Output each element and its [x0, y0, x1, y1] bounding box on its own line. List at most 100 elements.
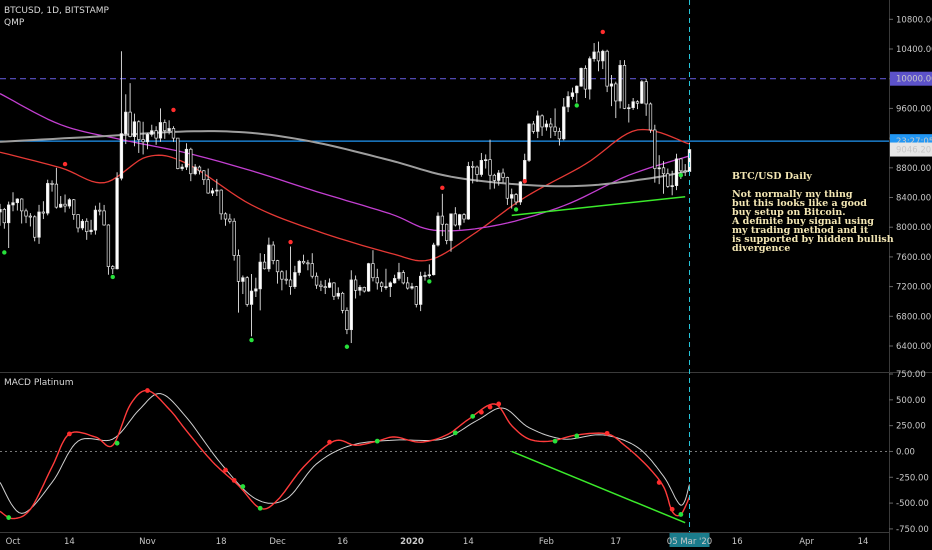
candle-body: [262, 261, 267, 270]
candle-body: [189, 148, 193, 175]
candle-body: [319, 284, 323, 287]
candle-body: [505, 177, 510, 199]
candle-body: [427, 274, 431, 277]
macd-buy-dot: [452, 430, 458, 436]
candle-body: [301, 261, 306, 264]
candle-body: [479, 160, 484, 175]
candle-body: [635, 101, 640, 104]
candle-body: [583, 67, 588, 90]
candle-body: [449, 213, 453, 241]
candle-body: [124, 111, 128, 135]
buy-signal-dot: [2, 250, 7, 255]
time-axis-label: 2020: [400, 537, 424, 547]
candle-body: [80, 220, 85, 229]
candle-body: [206, 179, 210, 194]
candle-body: [46, 183, 50, 214]
candle-body: [575, 85, 579, 94]
candle-body: [180, 166, 184, 169]
candle-body: [432, 244, 436, 276]
price-axis-label: 10800.00: [896, 15, 932, 25]
candle-body: [471, 165, 475, 168]
candle-body: [219, 189, 223, 215]
candle-body: [115, 177, 119, 270]
price-axis-label: 8000.00: [896, 223, 931, 233]
macd-axis-label: 750.00: [896, 370, 926, 380]
candle-body: [666, 173, 670, 187]
macd-buy-dot: [470, 413, 476, 419]
candle-body: [366, 263, 371, 292]
buy-signal-dot: [574, 103, 579, 108]
time-axis-label: 16: [732, 537, 743, 547]
candle-body: [258, 261, 262, 290]
candle-body: [670, 185, 674, 187]
candle-body: [267, 244, 271, 270]
candle-body: [228, 218, 232, 222]
ma-mid-line: [0, 93, 690, 232]
candle-body: [458, 214, 462, 226]
candle-body: [171, 128, 176, 139]
trade-note-line: Not normally my thing: [732, 189, 853, 200]
macd-sell-dot: [669, 506, 675, 512]
sell-signal-dot: [600, 29, 605, 35]
candle-body: [167, 128, 171, 132]
trade-note-line: is supported by hidden bullish: [732, 234, 894, 245]
candle-body: [119, 133, 124, 179]
sell-signal-dot: [288, 239, 293, 245]
candle-body: [345, 310, 349, 331]
macd-axis-label: 500.00: [896, 396, 926, 406]
symbol-title: BTCUSD, 1D, BITSTAMP: [4, 6, 109, 16]
candle-body: [553, 126, 557, 132]
macd-buy-dot: [240, 484, 246, 489]
candle-body: [254, 288, 258, 292]
price-axis-label: 10400.00: [896, 45, 932, 55]
candle-body: [98, 209, 102, 212]
sell-signal-dot: [440, 185, 445, 191]
candle-body: [605, 50, 609, 87]
trade-note-line: divergence: [732, 243, 791, 254]
candle-body: [661, 167, 666, 175]
macd-panel-label: MACD Platinum: [4, 378, 74, 388]
candle-body: [462, 214, 466, 220]
candle-body: [648, 103, 653, 131]
candle-body: [2, 209, 6, 224]
candle-body: [332, 282, 336, 297]
candle-body: [176, 137, 180, 169]
candle-body: [284, 278, 288, 281]
macd-axis-label: 0.00: [896, 447, 915, 457]
candle-body: [622, 64, 627, 109]
candle-body: [358, 287, 362, 291]
candle-body: [579, 67, 583, 87]
candle-body: [445, 223, 449, 241]
candle-body: [640, 81, 644, 104]
level-price-text: 10000.00: [896, 75, 932, 85]
candle-body: [497, 172, 501, 181]
crosshair-date-label: 05 Mar '20: [667, 537, 712, 547]
candle-body: [163, 122, 167, 132]
candle-body: [184, 148, 189, 168]
candle-body: [674, 158, 679, 186]
trade-note-line: but this looks like a good: [732, 198, 867, 209]
macd-buy-dot: [552, 438, 558, 444]
candle-body: [197, 166, 202, 172]
candle-body: [297, 261, 301, 273]
candle-body: [601, 50, 605, 62]
price-axis-label: 7600.00: [896, 253, 931, 263]
candle-body: [154, 130, 158, 139]
candle-body: [314, 275, 319, 286]
ma-fast-line: [0, 128, 690, 262]
candle-body: [275, 260, 280, 273]
candle-body: [549, 123, 553, 128]
time-axis-label: 14: [858, 537, 869, 547]
candle-body: [20, 198, 24, 212]
macd-axis-label: 250.00: [896, 422, 926, 432]
ma-slow-line: [0, 130, 690, 188]
candle-body: [210, 190, 215, 194]
macd-sell-dot: [145, 388, 150, 393]
time-axis-label: 16: [337, 537, 348, 547]
last-price-text: 9046.20: [896, 146, 931, 156]
level-price-tag: [890, 71, 932, 86]
time-axis-label: 18: [216, 537, 227, 547]
sell-signal-dot: [171, 107, 176, 113]
